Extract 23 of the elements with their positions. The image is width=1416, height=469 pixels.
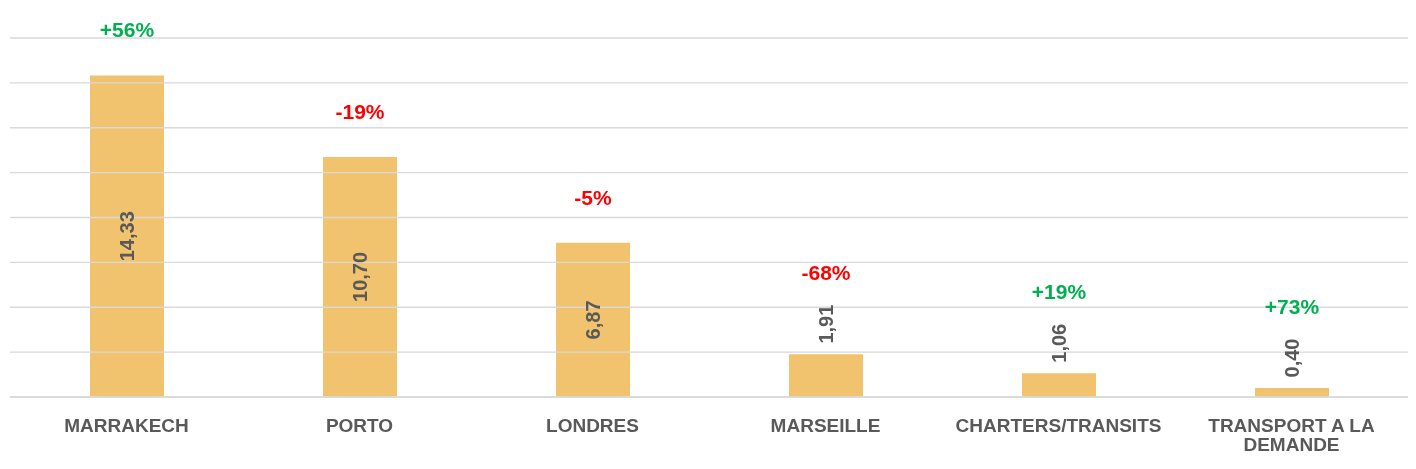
annotation: -68% [801, 261, 851, 285]
data-label: 14,33 [116, 211, 138, 262]
x-tick-label: MARRAKECH [64, 415, 189, 437]
data-label: 6,87 [582, 300, 604, 340]
bar [1022, 373, 1096, 397]
x-tick-label: CHARTERS/TRANSITS [955, 415, 1162, 437]
annotation: -19% [335, 99, 385, 123]
annotation: -5% [574, 185, 612, 209]
x-tick-label: LONDRES [546, 415, 639, 437]
data-label: 0,40 [1281, 338, 1303, 378]
bar [556, 242, 630, 397]
data-label: 1,06 [1048, 323, 1070, 363]
annotation: +19% [1031, 280, 1087, 304]
x-tick-label: TRANSPORT A LA DEMANDE [1208, 415, 1375, 456]
data-label: 1,91 [815, 304, 837, 344]
bar [90, 75, 164, 397]
bar [789, 354, 863, 397]
annotation: +56% [99, 18, 155, 42]
x-tick-label: MARSEILLE [770, 415, 881, 437]
bar [323, 156, 397, 397]
x-tick-label: PORTO [325, 415, 394, 437]
annotation: +73% [1264, 295, 1320, 319]
data-label: 10,70 [349, 251, 371, 302]
